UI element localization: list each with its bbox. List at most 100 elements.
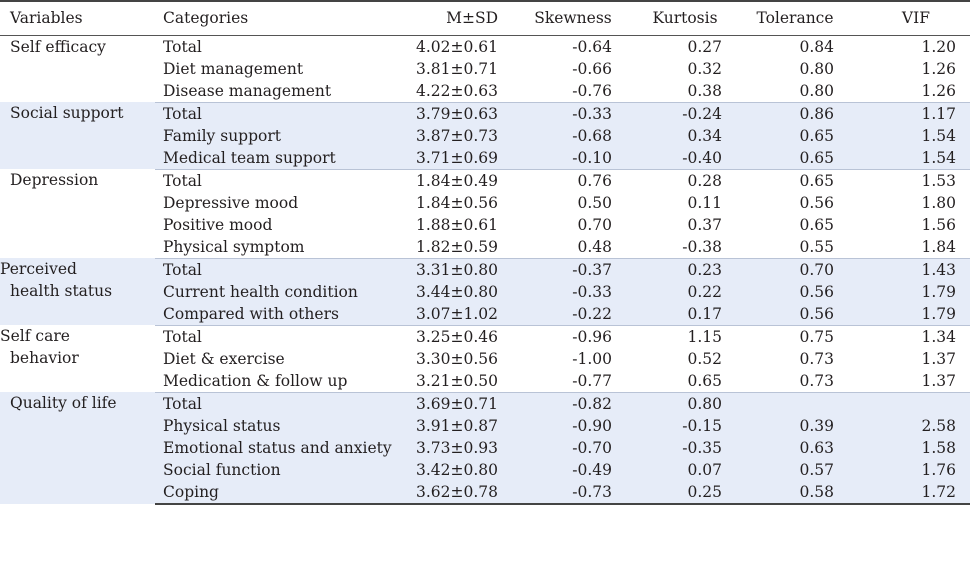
kurtosis-cell: -0.40 bbox=[626, 146, 736, 170]
vif-cell: 1.37 bbox=[921, 349, 956, 368]
category-cell: Compared with others bbox=[155, 302, 405, 326]
kurtosis-cell: 1.15 bbox=[687, 327, 722, 346]
skewness-cell: -0.76 bbox=[514, 79, 626, 103]
header-row: Variables Categories M±SD Skewness Kurto… bbox=[0, 0, 970, 36]
variable-cell: Perceived health status bbox=[0, 258, 155, 325]
mean-sd-cell: 3.91±0.87 bbox=[405, 414, 514, 437]
mean-sd-cell: 3.30±0.56 bbox=[415, 349, 498, 368]
table-row: Positive mood 1.88±0.61 0.70 0.37 0.65 1.56 bbox=[0, 214, 970, 236]
skewness-cell: -0.77 bbox=[514, 369, 626, 393]
kurtosis-cell: 0.27 bbox=[687, 37, 722, 56]
kurtosis-cell: 0.65 bbox=[626, 369, 736, 393]
category-cell: Diet management bbox=[163, 59, 304, 78]
vif-cell: 1.37 bbox=[848, 369, 970, 393]
header-vif: VIF bbox=[848, 0, 970, 36]
variable-cell: Quality of life bbox=[0, 392, 155, 504]
tolerance-cell: 0.65 bbox=[736, 146, 848, 170]
variable-label: Depression bbox=[10, 171, 99, 189]
mean-sd-cell: 3.62±0.78 bbox=[405, 480, 514, 505]
variable-cell: Depression bbox=[0, 169, 155, 258]
tolerance-cell: 0.65 bbox=[736, 124, 848, 147]
mean-sd-cell: 3.69±0.71 bbox=[405, 392, 514, 415]
table-row: Coping 3.62±0.78 -0.73 0.25 0.58 1.72 bbox=[0, 480, 970, 505]
category-cell: Emotional status and anxiety bbox=[155, 436, 405, 459]
skewness-cell: -1.00 bbox=[572, 349, 612, 368]
header-variables: Variables bbox=[0, 0, 155, 36]
table-row: Current health condition 3.44±0.80 -0.33 0.… bbox=[0, 280, 970, 303]
table-row: Diet management 3.81±0.71 -0.66 0.32 0.80 1.2… bbox=[0, 58, 970, 80]
variable-cell: Self care behavior bbox=[0, 325, 155, 392]
mean-sd-cell: 1.82±0.59 bbox=[405, 235, 514, 259]
tolerance-cell: 0.80 bbox=[799, 59, 834, 78]
tolerance-cell: 0.73 bbox=[799, 349, 834, 368]
tolerance-cell: 0.55 bbox=[736, 235, 848, 259]
vif-cell: 1.56 bbox=[921, 215, 956, 234]
header-skewness: Skewness bbox=[514, 0, 626, 36]
category-cell: Total bbox=[155, 392, 405, 415]
variable-label: Social support bbox=[10, 104, 124, 122]
mean-sd-cell: 4.22±0.63 bbox=[405, 79, 514, 103]
kurtosis-cell: 0.25 bbox=[626, 480, 736, 505]
category-cell: Positive mood bbox=[163, 215, 273, 234]
vif-cell: 1.80 bbox=[921, 193, 956, 212]
header-categories: Categories bbox=[155, 0, 405, 36]
vif-cell: 1.72 bbox=[848, 480, 970, 505]
table-row: Compared with others 3.07±1.02 -0.22 0.17 0.… bbox=[0, 302, 970, 326]
mean-sd-cell: 3.44±0.80 bbox=[405, 280, 514, 303]
variable-cell: Self efficacy bbox=[0, 35, 155, 102]
mean-sd-cell: 3.81±0.71 bbox=[415, 59, 498, 78]
vif-cell: 1.26 bbox=[848, 79, 970, 103]
tolerance-cell: 0.65 bbox=[799, 171, 834, 190]
mean-sd-cell: 3.25±0.46 bbox=[415, 327, 498, 346]
variable-label: Self efficacy bbox=[10, 37, 106, 56]
tolerance-cell: 0.70 bbox=[736, 258, 848, 281]
vif-cell: 1.34 bbox=[921, 327, 956, 346]
skewness-cell: -0.70 bbox=[514, 436, 626, 459]
category-cell: Physical status bbox=[155, 414, 405, 437]
tolerance-cell: 0.65 bbox=[799, 215, 834, 234]
table-row: Medical team support 3.71±0.69 -0.10 -0.40 0… bbox=[0, 146, 970, 170]
kurtosis-cell: 0.80 bbox=[626, 392, 736, 415]
mean-sd-cell: 4.02±0.61 bbox=[415, 37, 498, 56]
vif-cell: 1.54 bbox=[848, 124, 970, 147]
mean-sd-cell: 3.73±0.93 bbox=[405, 436, 514, 459]
tolerance-cell: 0.56 bbox=[736, 280, 848, 303]
category-cell: Medical team support bbox=[155, 146, 405, 170]
tolerance-cell: 0.84 bbox=[799, 37, 834, 56]
tolerance-cell: 0.63 bbox=[736, 436, 848, 459]
vif-cell: 1.26 bbox=[921, 59, 956, 78]
table-row: Quality of life Total 3.69±0.71 -0.82 0.80 bbox=[0, 392, 970, 504]
skewness-cell: -0.33 bbox=[514, 280, 626, 303]
category-cell: Total bbox=[155, 102, 405, 125]
table-row: Medication & follow up 3.21±0.50 -0.77 0.65… bbox=[0, 369, 970, 393]
tolerance-cell: 0.56 bbox=[736, 302, 848, 326]
table-header: Variables Categories M±SD Skewness Kurto… bbox=[0, 0, 970, 36]
category-cell: Total bbox=[163, 171, 202, 190]
skewness-cell: -0.66 bbox=[572, 59, 612, 78]
kurtosis-cell: -0.24 bbox=[626, 102, 736, 125]
kurtosis-cell: 0.28 bbox=[687, 171, 722, 190]
table-row: Self efficacy Total 4.02±0.61 -0.64 0.27 0.84… bbox=[0, 35, 970, 58]
kurtosis-cell: 0.11 bbox=[687, 193, 722, 212]
mean-sd-cell: 1.88±0.61 bbox=[415, 215, 498, 234]
skewness-cell: 0.76 bbox=[577, 171, 612, 190]
tolerance-cell: 0.86 bbox=[736, 102, 848, 125]
tolerance-cell: 0.58 bbox=[736, 480, 848, 505]
kurtosis-cell: -0.15 bbox=[626, 414, 736, 437]
category-cell: Diet & exercise bbox=[163, 349, 285, 368]
vif-cell: 1.54 bbox=[848, 146, 970, 170]
kurtosis-cell: 0.32 bbox=[687, 59, 722, 78]
category-cell: Total bbox=[163, 327, 202, 346]
table-body: Self efficacy Total 4.02±0.61 -0.64 0.27 0.84… bbox=[0, 35, 970, 505]
mean-sd-cell: 3.31±0.80 bbox=[405, 258, 514, 281]
variable-label: Quality of life bbox=[10, 394, 117, 412]
vif-cell: 1.84 bbox=[848, 235, 970, 259]
kurtosis-cell: 0.23 bbox=[626, 258, 736, 281]
tolerance-cell: 0.57 bbox=[736, 458, 848, 481]
mean-sd-cell: 3.71±0.69 bbox=[405, 146, 514, 170]
vif-cell: 1.20 bbox=[921, 37, 956, 56]
category-cell: Social function bbox=[155, 458, 405, 481]
header-kurtosis: Kurtosis bbox=[626, 0, 736, 36]
table-row: Perceived health status Total 3.31±0.80 -0.… bbox=[0, 258, 970, 325]
variable-label: Perceived health status bbox=[0, 260, 113, 300]
